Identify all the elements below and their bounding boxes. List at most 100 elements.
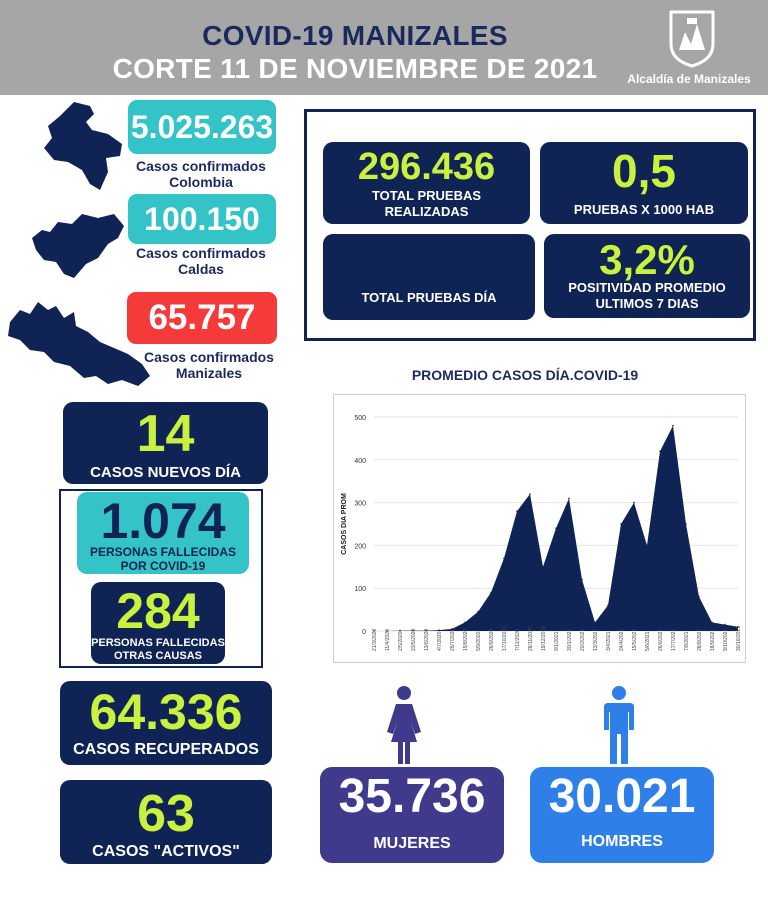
page-subtitle: CORTE 11 DE NOVIEMBRE DE 2021 (112, 53, 598, 84)
active-value: 63 (137, 785, 195, 843)
cases-data-point (672, 424, 674, 427)
y-tick-label: 100 (354, 586, 366, 593)
manizales-cases-caption: Casos confirmados Manizales (124, 349, 294, 381)
x-tick-label: 2/5/2020 (398, 631, 404, 651)
cases-data-point (620, 523, 622, 525)
x-tick-label: 15/8/2020 (463, 629, 469, 651)
covid-deaths-card: 1.074 PERSONAS FALLECIDAS POR COVID-19 (77, 492, 249, 574)
covid-deaths-label-line2: POR COVID-19 (120, 559, 206, 573)
cases-data-point (568, 497, 570, 500)
x-tick-label: 25/7/2020 (450, 629, 456, 651)
other-deaths-card: 284 PERSONAS FALLECIDAS OTRAS CAUSAS (91, 582, 225, 664)
x-tick-label: 4/7/2020 (437, 631, 443, 651)
positivity-label: POSITIVIDAD PROMEDIO ULTIMOS 7 DIAS (544, 280, 750, 312)
x-tick-label: 13/6/2020 (424, 629, 430, 651)
cases-data-point (607, 604, 609, 607)
colombia-caption-line2: Colombia (169, 174, 233, 190)
x-tick-label: 11/4/2020 (385, 629, 391, 651)
colombia-map-icon (44, 102, 122, 190)
cases-data-point (711, 621, 713, 624)
cases-data-point (386, 630, 388, 632)
y-tick-label: 400 (354, 458, 366, 465)
x-tick-label: 18/9/2021 (710, 629, 716, 651)
cases-data-point (399, 629, 401, 632)
cases-data-point (516, 510, 518, 512)
active-label: CASOS "ACTIVOS" (92, 843, 240, 860)
recovered-card: 64.336 CASOS RECUPERADOS (60, 681, 272, 765)
manizales-caption-line1: Casos confirmados (144, 349, 274, 365)
cases-data-point (594, 621, 596, 624)
tests-per-1000-value: 0,5 (612, 145, 676, 197)
cases-data-point (464, 621, 466, 624)
cases-data-point (490, 591, 492, 594)
positivity-value: 3,2% (599, 236, 695, 283)
x-tick-label: 17/10/2020 (502, 626, 508, 651)
x-tick-label: 3/4/2021 (606, 631, 612, 651)
caldas-caption-line1: Casos confirmados (136, 245, 266, 261)
colombia-cases-tag: 5.025.263 (128, 100, 276, 154)
y-axis-label: CASOS DIA PROM (341, 493, 348, 555)
cases-data-point (646, 544, 648, 547)
x-tick-label: 28/8/2021 (697, 629, 703, 651)
cases-data-point (503, 557, 505, 560)
woman-icon (387, 686, 421, 764)
page-title: COVID-19 MANIZALES (202, 20, 508, 51)
man-icon (604, 686, 634, 764)
caldas-map-icon (32, 214, 124, 278)
positivity-card: 3,2% POSITIVIDAD PROMEDIO ULTIMOS 7 DIAS (544, 234, 750, 318)
covid-deaths-value: 1.074 (100, 493, 226, 549)
logo-label: Alcaldía de Manizales (627, 72, 751, 86)
total-tests-label: TOTAL PRUEBAS REALIZADAS (323, 188, 530, 220)
cases-chart: 0 100 200 300 400 500 CASOS DIA PROM 21/3/2020 1… (341, 415, 742, 651)
caldas-cases-value: 100.150 (144, 200, 260, 237)
covid-deaths-label: PERSONAS FALLECIDAS POR COVID-19 (77, 545, 249, 573)
men-value: 30.021 (548, 770, 696, 823)
header-bar (0, 0, 768, 95)
manizales-cases-value: 65.757 (148, 298, 256, 337)
caldas-caption-line2: Caldas (178, 261, 224, 277)
x-tick-label: 5/6/2021 (645, 631, 651, 651)
x-tick-label: 26/6/2021 (658, 629, 664, 651)
covid-deaths-label-line1: PERSONAS FALLECIDAS (89, 545, 236, 559)
tests-per-day-card: TOTAL PRUEBAS DÍA (323, 234, 535, 320)
women-card: 35.736 MUJERES (320, 767, 504, 863)
cases-data-point (698, 595, 700, 598)
x-tick-label: 30/10/2021 (736, 626, 742, 651)
x-tick-label: 7/8/2021 (684, 631, 690, 651)
positivity-label-line2: ULTIMOS 7 DIAS (595, 296, 699, 311)
women-label: MUJERES (373, 835, 451, 852)
recovered-value: 64.336 (89, 684, 243, 740)
x-tick-label: 17/7/2021 (671, 629, 677, 651)
cases-data-point (633, 501, 635, 504)
cases-data-point (425, 629, 427, 632)
deaths-frame (59, 489, 263, 668)
cases-data-point (412, 629, 414, 632)
cases-data-point (724, 623, 726, 626)
cases-data-point (581, 578, 583, 581)
total-tests-value: 296.436 (357, 146, 496, 188)
cases-data-point (737, 625, 739, 628)
colombia-caption-line1: Casos confirmados (136, 158, 266, 174)
total-tests-label-line2: REALIZADAS (384, 204, 469, 219)
active-card: 63 CASOS "ACTIVOS" (60, 780, 272, 864)
other-deaths-value: 284 (116, 583, 200, 639)
coat-of-arms-icon (669, 10, 715, 68)
new-cases-label: CASOS NUEVOS DÍA (90, 464, 241, 481)
x-tick-label: 30/1/2021 (567, 629, 573, 651)
caldas-cases-caption: Casos confirmados Caldas (120, 245, 282, 277)
other-deaths-label-line2: OTRAS CAUSAS (113, 650, 202, 662)
men-label: HOMBRES (581, 833, 663, 850)
x-tick-label: 28/11/2020 (528, 626, 534, 651)
tests-per-day-label: TOTAL PRUEBAS DÍA (361, 290, 497, 305)
manizales-map-icon (8, 302, 150, 386)
new-cases-value: 14 (136, 405, 195, 463)
chart-title: PROMEDIO CASOS DÍA.COVID-19 (411, 367, 639, 383)
x-tick-label: 7/11/2020 (515, 629, 521, 651)
recovered-label: CASOS RECUPERADOS (73, 741, 259, 758)
y-tick-label: 200 (354, 543, 366, 550)
caldas-cases-tag: 100.150 (128, 194, 276, 244)
colombia-cases-value: 5.025.263 (130, 108, 274, 145)
y-tick-label: 300 (354, 501, 366, 508)
colombia-cases-caption: Casos confirmados Colombia (120, 158, 282, 190)
x-tick-label: 26/9/2020 (489, 629, 495, 651)
